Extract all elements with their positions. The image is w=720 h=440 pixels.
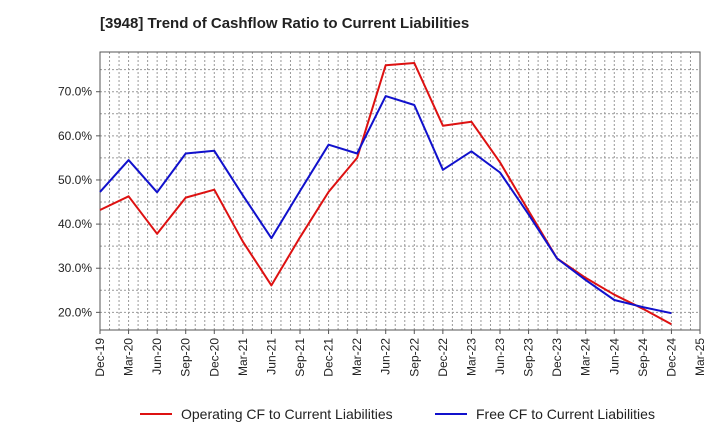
grid: [100, 52, 700, 330]
y-tick-label: 70.0%: [58, 85, 92, 99]
x-tick-label: Jun-20: [150, 338, 164, 375]
x-axis: Dec-19 Mar-20 Jun-20 Sep-20 Dec-20 Mar-21 Jun-…: [93, 330, 707, 377]
x-tick-label: Mar-23: [464, 338, 478, 376]
y-axis: 20.0% 30.0% 40.0% 50.0% 60.0% 70.0%: [58, 85, 100, 319]
x-tick-label: Jun-22: [379, 338, 393, 375]
legend-label-free-cf: Free CF to Current Liabilities: [476, 406, 655, 422]
plot-area: [99, 51, 701, 331]
x-tick-label: Dec-21: [322, 338, 336, 377]
x-tick-label: Sep-23: [522, 338, 536, 377]
x-tick-label: Dec-20: [207, 338, 221, 377]
chart-title: [3948] Trend of Cashflow Ratio to Curren…: [100, 15, 470, 32]
legend: Operating CF to Current Liabilities Free …: [140, 406, 655, 422]
x-tick-label: Sep-21: [293, 338, 307, 377]
x-tick-label: Sep-20: [179, 338, 193, 377]
x-tick-label: Mar-22: [350, 338, 364, 376]
x-tick-label: Mar-24: [579, 338, 593, 376]
legend-label-operating-cf: Operating CF to Current Liabilities: [181, 406, 393, 422]
x-tick-label: Jun-23: [493, 338, 507, 375]
x-tick-label: Dec-24: [664, 338, 678, 377]
x-tick-label: Mar-21: [236, 338, 250, 376]
y-tick-label: 60.0%: [58, 129, 92, 143]
operating-cf-line: [99, 62, 672, 326]
x-tick-label: Mar-20: [122, 338, 136, 376]
x-tick-label: Sep-24: [636, 338, 650, 377]
free-cf-line: [99, 95, 672, 315]
x-tick-label: Dec-22: [436, 338, 450, 377]
y-tick-label: 50.0%: [58, 173, 92, 187]
x-tick-label: Dec-23: [550, 338, 564, 377]
x-tick-label: Jun-24: [607, 338, 621, 375]
y-tick-label: 30.0%: [58, 261, 92, 275]
y-tick-label: 20.0%: [58, 305, 92, 319]
x-tick-label: Mar-25: [693, 338, 707, 376]
x-tick-label: Sep-22: [407, 338, 421, 377]
x-tick-label: Dec-19: [93, 338, 107, 377]
y-tick-label: 40.0%: [58, 217, 92, 231]
x-tick-label: Jun-21: [264, 338, 278, 375]
series-lines: [99, 62, 672, 326]
